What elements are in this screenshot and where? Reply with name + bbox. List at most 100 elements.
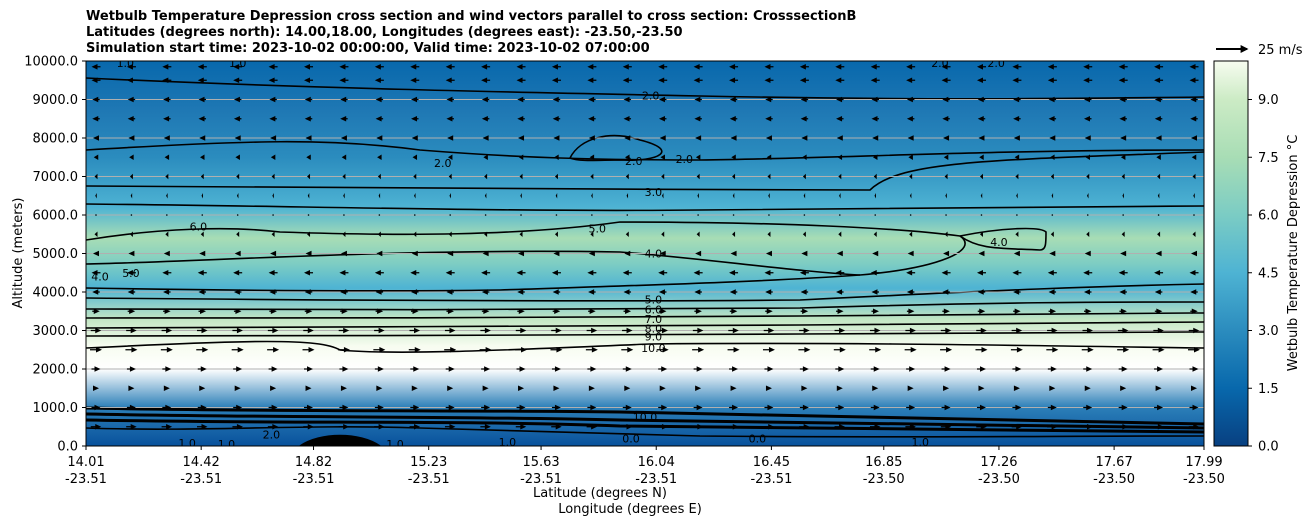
wind-vector — [1083, 63, 1093, 70]
wind-vector — [516, 366, 526, 372]
contour-label: 6.0 — [190, 221, 208, 234]
wind-vector — [268, 63, 278, 70]
wind-vector — [413, 214, 416, 216]
wind-vector — [659, 385, 666, 392]
contour-label: 7.0 — [645, 313, 663, 326]
wind-vector — [339, 269, 349, 276]
wind-vector — [1120, 154, 1126, 161]
wind-vector — [588, 96, 596, 103]
wind-vector — [1015, 231, 1019, 238]
wind-vector — [480, 327, 491, 334]
contour-label: 1.0 — [218, 438, 236, 451]
wind-vector — [448, 173, 452, 180]
wind-vector — [304, 366, 314, 372]
wind-vector — [1117, 327, 1129, 334]
wind-vector — [1083, 115, 1092, 122]
wind-vector — [162, 366, 172, 372]
wind-vector — [907, 135, 914, 141]
contour-label: 2.0 — [434, 157, 452, 170]
contour-line — [86, 151, 1204, 191]
contour-line — [86, 406, 1204, 426]
wind-vector — [729, 404, 739, 411]
wind-vector — [732, 214, 735, 216]
y-tick-label: 2000.0 — [33, 363, 79, 378]
wind-vector — [976, 366, 986, 372]
wind-vector — [126, 404, 136, 411]
wind-vector — [552, 289, 561, 295]
contour-label: 5.0 — [588, 222, 606, 235]
wind-vector — [1192, 173, 1196, 180]
wind-vector — [802, 154, 807, 161]
wind-vector — [802, 173, 806, 180]
wind-vector — [307, 173, 311, 180]
wind-vector — [695, 385, 702, 392]
wind-vector — [1083, 269, 1093, 276]
wind-vector — [272, 192, 274, 199]
wind-vector — [976, 63, 986, 70]
wind-vector — [129, 173, 133, 180]
wind-vector — [622, 77, 632, 84]
wind-vector — [587, 269, 597, 276]
wind-vector — [1121, 231, 1125, 238]
wind-vector — [483, 154, 488, 161]
wind-vector — [92, 289, 100, 295]
contour-line — [86, 283, 1204, 302]
wind-vector — [978, 385, 985, 392]
wind-vector — [942, 308, 950, 315]
wind-vector — [197, 327, 208, 334]
wind-vector — [906, 96, 915, 103]
wind-vector — [622, 423, 633, 430]
wind-vector — [550, 346, 563, 353]
wind-vector — [1048, 96, 1057, 103]
wind-vector — [411, 385, 418, 392]
wind-vector — [587, 63, 597, 70]
wind-vector — [304, 308, 313, 315]
wind-vector — [554, 154, 559, 161]
wind-vector — [694, 96, 702, 103]
wind-vector — [874, 192, 876, 199]
y-tick-label: 4000.0 — [33, 286, 79, 301]
wind-vector — [1051, 192, 1054, 199]
wind-vector — [1086, 173, 1090, 180]
wind-vector — [693, 269, 703, 276]
wind-vector — [1153, 327, 1164, 334]
wind-vector — [409, 423, 421, 430]
wind-vector — [872, 154, 878, 161]
wind-vector — [411, 250, 418, 257]
colorbar-ticks: 0.0 1.5 3.0 4.5 6.0 7.5 9.0 — [1248, 93, 1279, 455]
wind-vector — [341, 154, 347, 161]
wind-vector — [729, 289, 738, 295]
wind-vector — [343, 214, 345, 216]
wind-vector — [693, 63, 703, 70]
wind-vector — [235, 154, 240, 161]
wind-vector — [800, 308, 809, 315]
wind-vector — [692, 346, 705, 353]
wind-vector — [375, 115, 384, 122]
wind-vector — [729, 366, 739, 372]
wind-vector — [303, 423, 314, 430]
wind-vector — [551, 63, 561, 70]
wind-vector — [622, 366, 632, 372]
wind-vector — [1188, 423, 1200, 430]
wind-vector — [1188, 346, 1200, 353]
wind-vector — [871, 115, 879, 122]
wind-vector — [800, 289, 809, 295]
wind-vector — [125, 346, 138, 353]
wind-vector — [764, 404, 774, 411]
wind-vector — [128, 250, 135, 257]
wind-vector — [447, 154, 453, 161]
wind-vector — [1081, 346, 1094, 353]
contour-lines — [86, 77, 1204, 446]
wind-vector — [693, 366, 703, 372]
wind-vector — [160, 346, 173, 353]
wind-vector — [1118, 366, 1128, 372]
wind-vector — [1154, 404, 1164, 411]
contour-label: 2.0 — [642, 90, 660, 103]
wind-vector — [1046, 346, 1059, 353]
wind-vector — [92, 115, 100, 122]
wind-vector — [1191, 154, 1197, 161]
wind-vector — [376, 385, 383, 392]
wind-vector — [410, 63, 420, 70]
wind-vector — [93, 135, 99, 141]
chart-title-line-2: Latitudes (degrees north): 14.00,18.00, … — [86, 25, 683, 40]
